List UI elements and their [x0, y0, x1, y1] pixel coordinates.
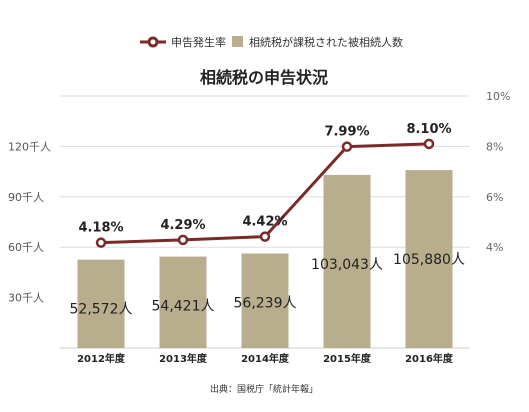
rate-value-label: 8.10%	[406, 122, 451, 137]
legend-marker-swatch	[147, 36, 159, 48]
bar	[405, 170, 453, 348]
bar-value-labels: 52,572人 54,421人 56,239人 103,043人 105,880人	[70, 252, 465, 318]
rate-value-label: 4.42%	[242, 215, 287, 230]
rate-point	[177, 234, 189, 246]
bar-value-label: 103,043人	[311, 257, 383, 273]
bar	[241, 253, 289, 348]
rate-point	[95, 237, 107, 248]
category-label: 2016年度	[405, 352, 454, 365]
legend: 申告発生率 相続税が課税された被相続人数	[140, 35, 403, 49]
bar	[77, 259, 125, 348]
bar	[159, 256, 207, 348]
category-label: 2013年度	[159, 352, 208, 365]
bars	[77, 170, 453, 348]
rate-value-label: 4.29%	[160, 218, 205, 233]
category-label: 2012年度	[77, 352, 126, 365]
bar-value-label: 54,421人	[152, 299, 215, 315]
rate-value-labels: 4.18% 4.29% 4.42% 7.99% 8.10%	[78, 122, 451, 236]
category-labels: 2012年度 2013年度 2014年度 2015年度 2016年度	[77, 352, 454, 365]
left-tick-label: 120千人	[8, 140, 51, 153]
bar-value-label: 52,572人	[70, 302, 133, 318]
left-tick-label: 30千人	[8, 292, 44, 305]
rate-line	[95, 138, 435, 248]
source-note: 出典：国税庁「統計年報」	[210, 383, 318, 395]
rate-value-label: 4.18%	[78, 221, 123, 236]
bar	[323, 174, 371, 348]
right-tick-label: 4%	[486, 241, 503, 254]
bar-value-label: 105,880人	[393, 252, 465, 268]
right-axis-ticks: 4% 6% 8% 10%	[486, 90, 510, 254]
left-tick-label: 60千人	[8, 241, 44, 254]
right-tick-label: 8%	[486, 140, 503, 153]
legend-label-count: 相続税が課税された被相続人数	[249, 35, 403, 49]
bar-value-label: 56,239人	[234, 296, 297, 312]
right-tick-label: 6%	[486, 191, 503, 204]
rate-point	[259, 231, 271, 242]
rate-point	[341, 141, 353, 152]
legend-bar-swatch	[232, 36, 243, 47]
rate-value-label: 7.99%	[324, 125, 369, 140]
left-tick-label: 90千人	[8, 191, 44, 204]
chart-title: 相続税の申告状況	[200, 68, 328, 87]
category-label: 2015年度	[323, 352, 372, 365]
category-label: 2014年度	[241, 352, 290, 365]
right-tick-label: 10%	[486, 90, 510, 103]
legend-label-rate: 申告発生率	[171, 35, 226, 49]
rate-point	[423, 138, 435, 150]
left-axis-ticks: 30千人 60千人 90千人 120千人	[8, 140, 51, 304]
